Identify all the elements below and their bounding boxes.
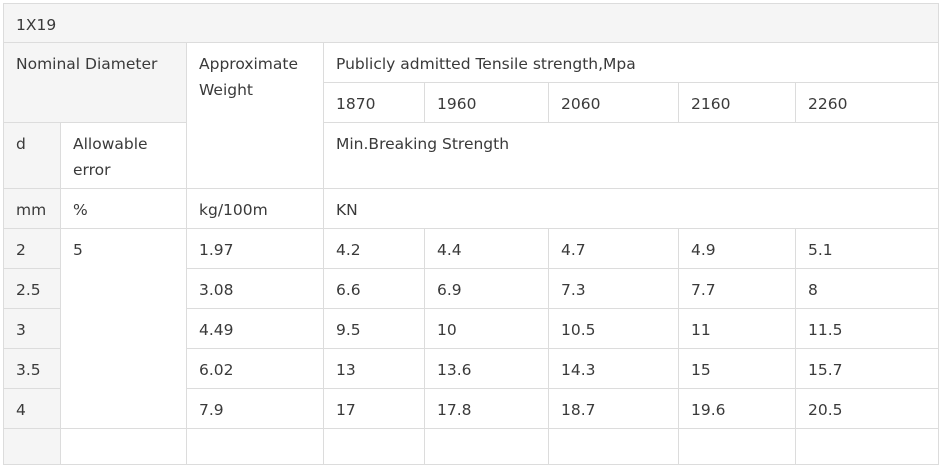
table-row: 4 7.9 17 17.8 18.7 19.6 20.5 — [3, 388, 940, 429]
header-row-1: Nominal Diameter Approximate Weight Publ… — [3, 42, 940, 189]
diameter-cell: 3.5 — [3, 348, 61, 389]
table-row: 3.5 6.02 13 13.6 14.3 15 15.7 — [3, 348, 940, 389]
weight-cell: 1.97 — [186, 228, 324, 269]
approximate-weight-header: Approximate Weight — [186, 42, 324, 189]
empty-cell — [548, 428, 679, 465]
strength-cell: 20.5 — [794, 388, 940, 429]
allowable-error-header: Allowable error — [60, 122, 187, 189]
grade-header: 1870 — [323, 82, 425, 123]
strength-cell: 4.9 — [678, 228, 796, 269]
strength-cell: 4.7 — [548, 228, 679, 269]
weight-unit: kg/100m — [186, 188, 324, 229]
nominal-diameter-header: Nominal Diameter — [3, 42, 187, 123]
table-row: 2.5 3.08 6.6 6.9 7.3 7.7 8 — [3, 268, 940, 309]
table-row: 3 4.49 9.5 10 10.5 11 11.5 — [3, 308, 940, 349]
grade-header: 2060 — [548, 82, 679, 123]
empty-cell — [3, 428, 61, 465]
error-unit: % — [60, 188, 187, 229]
grade-header: 1960 — [424, 82, 549, 123]
wire-rope-spec-table: 1X19 Nominal Diameter Approximate Weight… — [2, 3, 940, 465]
diameter-cell: 4 — [3, 388, 61, 429]
empty-cell — [794, 428, 940, 465]
d-header: d — [3, 122, 61, 189]
strength-cell: 4.4 — [424, 228, 549, 269]
strength-cell: 15.7 — [794, 348, 940, 389]
strength-cell: 8 — [794, 268, 940, 309]
strength-cell: 13.6 — [424, 348, 549, 389]
weight-cell: 3.08 — [186, 268, 324, 309]
strength-cell: 7.3 — [548, 268, 679, 309]
empty-cell — [424, 428, 549, 465]
diameter-cell: 2 — [3, 228, 61, 269]
strength-cell: 6.9 — [424, 268, 549, 309]
table-row: 2 5 1.97 4.2 4.4 4.7 4.9 5.1 — [3, 228, 940, 429]
strength-cell: 10 — [424, 308, 549, 349]
title-row: 1X19 — [2, 3, 940, 43]
allowable-error-value: 5 — [60, 228, 187, 429]
empty-row — [3, 428, 940, 465]
grade-header: 2260 — [794, 82, 940, 123]
strength-cell: 6.6 — [323, 268, 425, 309]
header-row-3: d Allowable error Min.Breaking Strength — [3, 122, 940, 189]
strength-cell: 9.5 — [323, 308, 425, 349]
strength-cell: 11 — [678, 308, 796, 349]
strength-cell: 13 — [323, 348, 425, 389]
diameter-cell: 3 — [3, 308, 61, 349]
strength-cell: 19.6 — [678, 388, 796, 429]
strength-cell: 15 — [678, 348, 796, 389]
strength-cell: 4.2 — [323, 228, 425, 269]
strength-cell: 5.1 — [794, 228, 940, 269]
empty-cell — [186, 428, 324, 465]
empty-cell — [60, 428, 187, 465]
strength-cell: 18.7 — [548, 388, 679, 429]
units-row: mm % kg/100m KN — [3, 188, 940, 229]
table-title: 1X19 — [2, 3, 940, 43]
strength-cell: 17.8 — [424, 388, 549, 429]
diameter-unit: mm — [3, 188, 61, 229]
empty-cell — [323, 428, 425, 465]
strength-unit: KN — [322, 188, 940, 229]
strength-cell: 11.5 — [794, 308, 940, 349]
header-row-grades: 1870 1960 2060 2160 2260 — [4, 82, 940, 123]
min-breaking-strength-header: Min.Breaking Strength — [322, 122, 940, 189]
weight-cell: 7.9 — [186, 388, 324, 429]
strength-cell: 17 — [323, 388, 425, 429]
strength-cell: 14.3 — [548, 348, 679, 389]
empty-cell — [678, 428, 796, 465]
tensile-strength-header: Publicly admitted Tensile strength,Mpa — [322, 42, 940, 83]
weight-cell: 4.49 — [186, 308, 324, 349]
grade-header: 2160 — [678, 82, 796, 123]
strength-cell: 10.5 — [548, 308, 679, 349]
weight-cell: 6.02 — [186, 348, 324, 389]
diameter-cell: 2.5 — [3, 268, 61, 309]
strength-cell: 7.7 — [678, 268, 796, 309]
